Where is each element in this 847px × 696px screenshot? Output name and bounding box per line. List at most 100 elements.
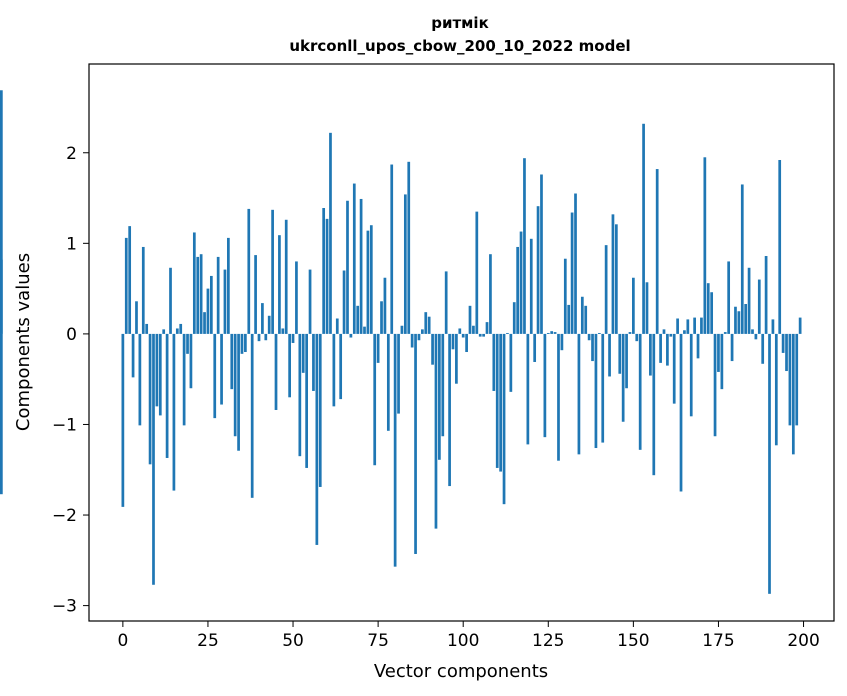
bar-73 (369, 225, 373, 334)
bar-162 (672, 333, 676, 404)
bar-51 (295, 261, 298, 334)
bar-172 (706, 283, 710, 334)
bar-147 (621, 333, 625, 422)
bar-149 (628, 332, 632, 334)
bar-177 (723, 332, 727, 334)
bar-107 (485, 322, 489, 334)
bar-179 (730, 333, 734, 362)
bar-37 (247, 208, 251, 334)
bar-197 (791, 333, 795, 455)
bar-191 (771, 319, 775, 334)
bar-75 (376, 333, 380, 363)
bar-80 (393, 333, 397, 567)
bar-40 (257, 333, 261, 342)
bar-21 (192, 232, 196, 334)
bar-64 (339, 333, 343, 400)
bar-127 (553, 332, 557, 334)
bar-29 (220, 333, 223, 405)
bar-9 (152, 333, 155, 585)
bar-132 (570, 212, 574, 334)
bar-105 (478, 333, 482, 337)
x-tick-label: 25 (197, 631, 219, 651)
bar-52 (298, 333, 302, 457)
bar-11 (158, 333, 162, 416)
bar-79 (390, 164, 394, 334)
bar-69 (356, 305, 360, 334)
bar-182 (740, 184, 744, 334)
bar-190 (768, 333, 771, 594)
bar-87 (417, 333, 421, 341)
bar-71 (363, 326, 366, 334)
bar-91 (431, 333, 434, 365)
y-tick-label: −2 (52, 506, 77, 526)
bar-178 (727, 261, 731, 334)
bar-83 (403, 194, 407, 334)
y-tick-label: 2 (66, 144, 77, 164)
bar-58 (318, 333, 322, 487)
bar-185 (751, 329, 754, 334)
bar-5 (138, 333, 142, 426)
bar-124 (543, 333, 547, 438)
bar-undefined (0, 259, 3, 334)
bar-60 (325, 218, 329, 334)
bar-122 (536, 206, 540, 334)
bar-25 (206, 288, 210, 334)
chart-title: ритмік (431, 14, 489, 32)
bar-193 (778, 160, 782, 334)
bar-8 (148, 333, 152, 465)
bar-152 (638, 333, 642, 450)
bar-136 (584, 305, 588, 334)
bar-41 (261, 303, 264, 334)
bar-3 (131, 333, 135, 378)
bar-113 (506, 332, 509, 334)
bar-108 (489, 254, 492, 334)
bar-53 (301, 333, 305, 373)
bar-85 (410, 333, 414, 348)
chart-subtitle: ukrconll_upos_cbow_200_10_2022 model (289, 37, 630, 55)
bar-134 (577, 333, 581, 455)
bar-154 (645, 282, 649, 334)
bar-174 (713, 333, 717, 437)
bar-198 (795, 333, 799, 426)
bar-22 (196, 256, 200, 334)
bar-20 (189, 333, 193, 389)
bar-44 (271, 209, 274, 334)
bar-39 (254, 255, 257, 334)
bar-23 (199, 254, 203, 334)
bar-18 (182, 333, 186, 426)
bar-135 (580, 296, 584, 334)
bar-158 (659, 333, 662, 363)
bar-171 (703, 157, 707, 334)
bar-undefined (0, 333, 3, 495)
bar-10 (155, 333, 159, 407)
bar-89 (424, 312, 428, 334)
x-tick-label: 200 (787, 631, 819, 651)
bar-106 (482, 333, 485, 337)
bar-173 (710, 292, 714, 334)
x-tick-label: 125 (532, 631, 564, 651)
bar-68 (352, 183, 356, 334)
bar-65 (342, 270, 346, 334)
bar-140 (597, 332, 601, 334)
bar-19 (186, 333, 189, 354)
bar-104 (475, 211, 479, 334)
bar-121 (533, 333, 537, 362)
bar-138 (591, 333, 594, 362)
bar-161 (669, 333, 673, 337)
bar-94 (441, 333, 445, 437)
y-tick-label: −3 (52, 597, 77, 617)
bar-72 (366, 230, 370, 334)
bar-130 (563, 258, 567, 334)
bar-100 (461, 333, 465, 338)
bar-95 (444, 271, 448, 334)
bar-186 (754, 333, 758, 340)
bar-111 (499, 333, 502, 472)
bar-28 (216, 256, 220, 334)
bar-196 (788, 333, 792, 426)
bar-137 (587, 333, 591, 341)
y-tick-label: 1 (66, 234, 77, 254)
bar-148 (625, 333, 628, 389)
bar-153 (642, 123, 645, 334)
bar-123 (540, 174, 543, 334)
bar-6 (141, 246, 145, 334)
